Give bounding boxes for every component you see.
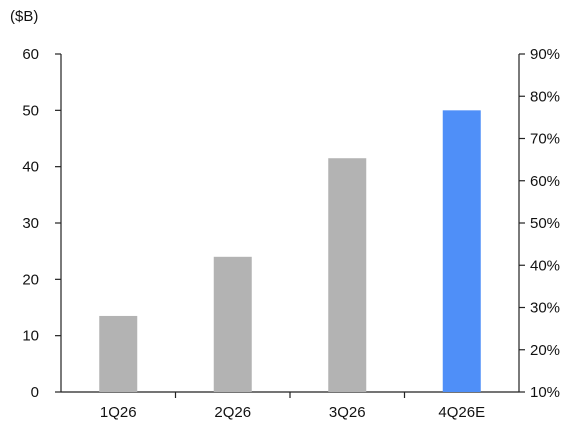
bar-3q26 [328,158,367,392]
x-axis-tick-label: 3Q26 [329,404,366,421]
x-axis-tick-label: 2Q26 [214,404,251,421]
x-axis-tick-label: 4Q26E [438,404,485,421]
x-axis-tick-label: 1Q26 [100,404,137,421]
right-axis-tick-label: 50% [530,215,560,232]
right-axis-tick-label: 90% [530,46,560,63]
right-axis-tick-label: 40% [530,257,560,274]
left-axis-unit-label: ($B) [10,8,39,25]
left-axis-tick-label: 10 [22,328,39,345]
right-axis-tick-label: 60% [530,173,560,190]
right-axis-tick-label: 70% [530,131,560,148]
bar-2q26 [213,256,252,392]
left-axis-tick-label: 40 [22,159,39,176]
left-axis-tick-label: 20 [22,271,39,288]
right-axis-tick-label: 20% [530,342,560,359]
left-axis-tick-label: 30 [22,215,39,232]
left-axis-tick-label: 50 [22,102,39,119]
right-axis-tick-label: 80% [530,88,560,105]
bar-4q26e [442,110,481,392]
right-axis-tick-label: 10% [530,384,560,401]
right-axis-tick-label: 30% [530,300,560,317]
left-axis-tick-label: 0 [31,384,39,401]
left-axis-tick-label: 60 [22,46,39,63]
bar-1q26 [99,315,138,392]
